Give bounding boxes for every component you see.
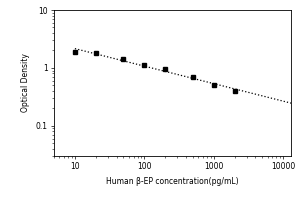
X-axis label: Human β-EP concentration(pg/mL): Human β-EP concentration(pg/mL) [106,177,239,186]
Y-axis label: Optical Density: Optical Density [21,54,30,112]
